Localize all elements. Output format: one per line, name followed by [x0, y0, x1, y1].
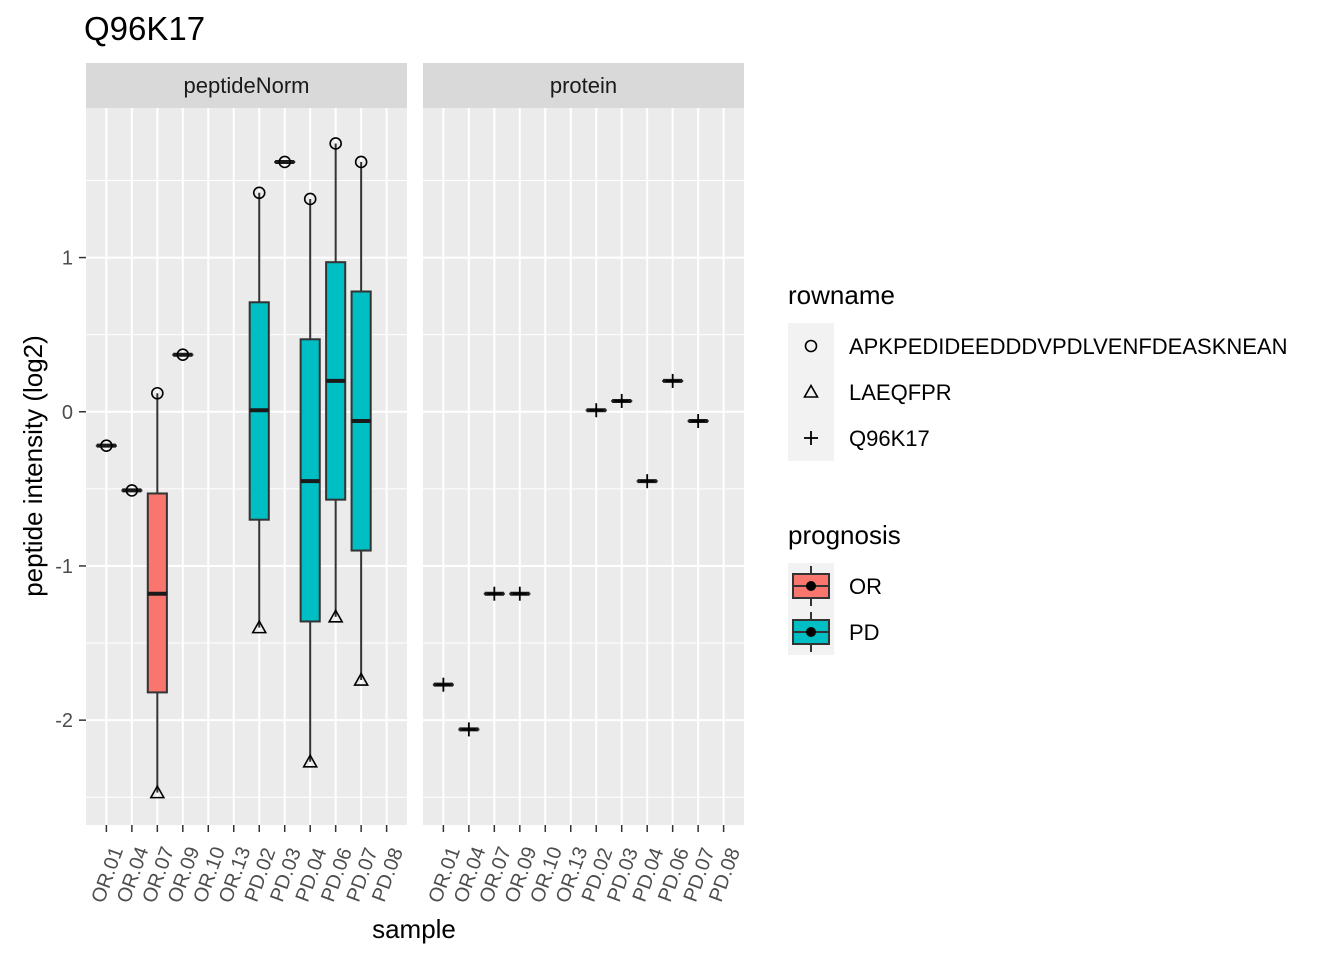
facet-strip	[423, 63, 744, 108]
y-tick-label: -2	[55, 710, 73, 732]
box-PD.04	[299, 198, 321, 762]
legend-title-prognosis: prognosis	[788, 520, 901, 550]
legend-label-rowname: Q96K17	[849, 426, 930, 451]
legend-title-rowname: rowname	[788, 280, 895, 310]
data-point	[303, 192, 317, 206]
legend-key-OR	[788, 563, 834, 609]
y-tick-label: 0	[62, 402, 73, 424]
panel-protein: proteinOR.01OR.04OR.07OR.09OR.10OR.13PD.…	[423, 63, 745, 906]
facet-strip	[86, 63, 407, 108]
data-point	[329, 137, 342, 150]
data-point	[487, 586, 502, 601]
box-PD.07	[350, 161, 372, 681]
data-point	[640, 474, 655, 489]
data-point	[176, 348, 190, 362]
data-point	[354, 155, 368, 169]
legend-label-rowname: LAEQFPR	[849, 380, 952, 405]
plus-icon	[804, 431, 818, 445]
data-point	[327, 608, 344, 623]
legend-label-prognosis: OR	[849, 574, 882, 599]
legend-key-PD	[788, 609, 834, 655]
box-PD.02	[248, 192, 270, 628]
facet-panels: -2 -1 0 1 peptideNormOR.01OR.04OR.07OR.09OR.…	[55, 63, 745, 906]
x-axis-title: sample	[372, 914, 456, 944]
y-axis-title: peptide intensity (log2)	[18, 335, 48, 597]
facet-strip-label: peptideNorm	[184, 73, 310, 98]
data-point	[151, 386, 164, 400]
legend-label-rowname: APKPEDIDEEDDDVPDLVENFDEASKNEAN	[849, 334, 1288, 359]
data-point	[691, 414, 706, 429]
y-tick-label: -1	[55, 556, 73, 578]
legend: rowname prognosis APKPEDIDEEDDDVPDLVENFD…	[788, 280, 1288, 655]
legend-label-prognosis: PD	[849, 620, 880, 645]
data-point	[353, 671, 370, 686]
data-point	[278, 155, 292, 169]
circle-icon	[804, 339, 818, 353]
chart-title: Q96K17	[84, 10, 205, 47]
data-point	[665, 373, 680, 388]
legend-key-bg	[788, 323, 834, 369]
panel-peptideNorm: peptideNormOR.01OR.04OR.07OR.09OR.10OR.1…	[86, 63, 408, 906]
data-point	[302, 753, 319, 768]
panel-background	[423, 108, 744, 825]
data-point	[589, 403, 604, 418]
facet-strip-label: protein	[550, 73, 617, 98]
data-point	[512, 586, 527, 601]
data-point	[100, 439, 113, 452]
data-point	[252, 186, 266, 200]
triangle-icon	[803, 383, 819, 398]
box-OR.07	[146, 393, 168, 793]
data-point	[461, 722, 476, 737]
legend-key-dot	[806, 627, 816, 637]
legend-key-dot	[806, 581, 816, 591]
y-tick-label: 1	[62, 248, 73, 270]
data-point	[614, 393, 629, 408]
legend-key-bg	[788, 369, 834, 415]
data-point	[436, 677, 451, 692]
data-point	[125, 484, 139, 497]
data-point	[149, 784, 166, 799]
data-point	[251, 619, 268, 634]
box-PD.06	[325, 143, 347, 617]
